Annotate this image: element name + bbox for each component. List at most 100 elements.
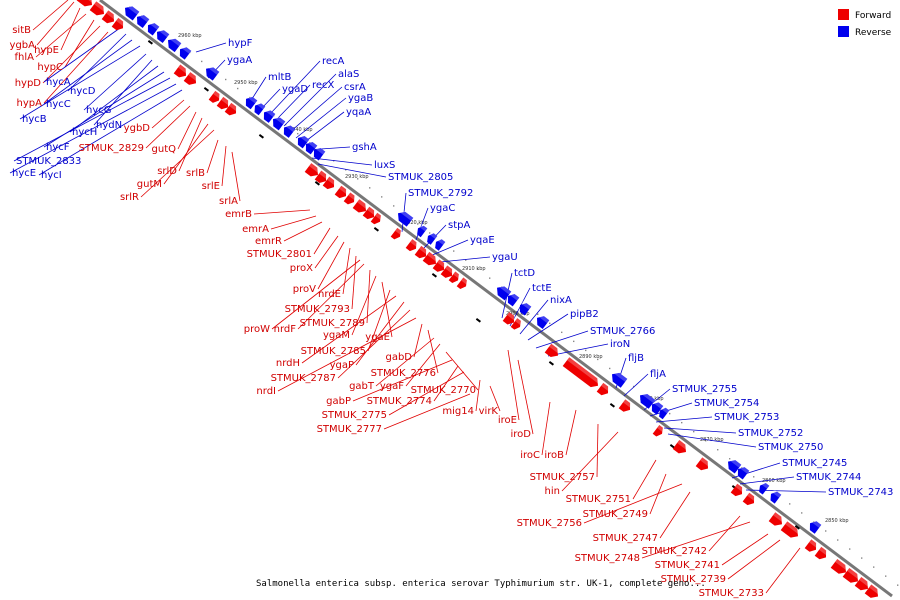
kbp-label: 2940 kbp bbox=[289, 127, 313, 133]
gene-label: ygaD bbox=[282, 84, 308, 95]
leader-line bbox=[277, 84, 311, 119]
leader-line bbox=[195, 42, 227, 53]
gene-label: hycF bbox=[46, 142, 70, 153]
gene-label: STMUK_2777 bbox=[317, 424, 382, 435]
gene-label: yqaA bbox=[346, 107, 371, 118]
leader-line bbox=[9, 83, 177, 174]
gene-label: hypF bbox=[228, 38, 253, 49]
gene-label: alaS bbox=[338, 69, 359, 80]
tick-dot bbox=[885, 575, 887, 577]
leader-line bbox=[43, 39, 133, 105]
tick-dot bbox=[465, 259, 467, 261]
reverse-gene bbox=[206, 64, 220, 81]
legend-forward-label: Forward bbox=[855, 11, 891, 21]
forward-gene bbox=[314, 170, 330, 184]
gene-label: STMUK_2733 bbox=[699, 588, 764, 599]
gene-label: ygaE bbox=[365, 332, 390, 343]
leader-line bbox=[649, 473, 667, 515]
forward-gene bbox=[842, 567, 862, 583]
kbp-tick bbox=[314, 180, 320, 186]
forward-gene bbox=[405, 239, 420, 252]
reverse-gene bbox=[313, 145, 326, 161]
leader-line bbox=[42, 25, 101, 84]
tick-dot bbox=[309, 142, 311, 144]
gene-label: STMUK_2756 bbox=[517, 518, 582, 529]
gene-label: nrdF bbox=[274, 324, 297, 335]
gene-label: mltB bbox=[268, 72, 291, 83]
gene-arrows bbox=[76, 0, 882, 598]
gene-label: hypC bbox=[37, 62, 63, 73]
leader-line bbox=[271, 259, 361, 330]
kbp-label: 2850 kbp bbox=[825, 518, 849, 524]
gene-label: STMUK_2792 bbox=[408, 188, 473, 199]
tick-dot bbox=[813, 521, 815, 523]
gene-label: STMUK_2787 bbox=[271, 373, 336, 384]
forward-gene bbox=[183, 72, 200, 85]
gene-label: STMUK_2805 bbox=[388, 172, 453, 183]
leader-line bbox=[433, 365, 459, 402]
forward-gene bbox=[864, 584, 882, 598]
reverse-gene bbox=[417, 223, 428, 238]
reverse-gene bbox=[759, 481, 770, 495]
gene-label: ygaA bbox=[227, 55, 252, 66]
tick-dot bbox=[369, 187, 371, 189]
leader-line bbox=[311, 157, 373, 166]
tick-dot bbox=[669, 412, 671, 415]
reverse-gene bbox=[659, 406, 670, 420]
kbp-tick bbox=[373, 226, 379, 232]
tick-dot bbox=[705, 439, 707, 442]
leader-line bbox=[317, 163, 387, 178]
tick-dot bbox=[897, 584, 899, 586]
gene-label: gabP bbox=[326, 396, 351, 407]
leader-line bbox=[427, 329, 439, 374]
leader-line bbox=[507, 349, 520, 421]
gene-label: tctE bbox=[532, 283, 552, 294]
gene-label: fljB bbox=[628, 353, 644, 364]
leader-line bbox=[641, 521, 751, 559]
tick-dot bbox=[345, 169, 347, 171]
leader-line bbox=[565, 409, 577, 456]
leader-line bbox=[289, 86, 343, 133]
forward-gene bbox=[830, 558, 850, 574]
reverse-gene bbox=[297, 133, 310, 149]
leader-line bbox=[489, 385, 501, 412]
leader-line bbox=[439, 256, 491, 263]
gene-label: STMUK_2801 bbox=[247, 249, 312, 260]
leader-line bbox=[261, 88, 281, 109]
kbp-tick bbox=[794, 524, 800, 530]
leader-line bbox=[667, 433, 757, 448]
leader-line bbox=[405, 343, 441, 387]
leader-line bbox=[277, 317, 417, 392]
leader-line bbox=[297, 263, 365, 330]
forward-gene bbox=[440, 265, 456, 278]
gene-label: ygaF bbox=[380, 381, 404, 392]
gene-label: fhlA bbox=[15, 52, 35, 63]
gene-label: fljA bbox=[650, 369, 666, 380]
tick-dot bbox=[861, 557, 863, 559]
gene-label: STMUK_2749 bbox=[583, 509, 648, 520]
gene-label: STMUK_2750 bbox=[758, 442, 823, 453]
kbp-tick bbox=[203, 86, 209, 92]
gene-label: iroD bbox=[511, 429, 532, 440]
gene-label: hypE bbox=[34, 45, 59, 56]
tick-dot bbox=[681, 421, 683, 424]
reverse-gene bbox=[640, 390, 656, 409]
gene-label: proV bbox=[293, 284, 316, 295]
forward-gene bbox=[352, 199, 370, 213]
gene-label: ygaU bbox=[492, 252, 518, 263]
leader-lines bbox=[9, 0, 827, 594]
tick-dot bbox=[801, 512, 803, 514]
leader-line bbox=[659, 491, 691, 539]
leader-line bbox=[367, 289, 391, 352]
gene-label: srlE bbox=[202, 181, 220, 192]
leader-line bbox=[388, 371, 465, 416]
leader-line bbox=[527, 313, 569, 341]
gene-label: sitB bbox=[12, 25, 31, 36]
leader-line bbox=[429, 239, 469, 257]
reverse-gene bbox=[728, 457, 742, 474]
leader-line bbox=[765, 547, 801, 594]
tick-dot bbox=[537, 313, 539, 315]
reverse-gene bbox=[737, 464, 750, 480]
reverse-gene bbox=[263, 108, 276, 123]
